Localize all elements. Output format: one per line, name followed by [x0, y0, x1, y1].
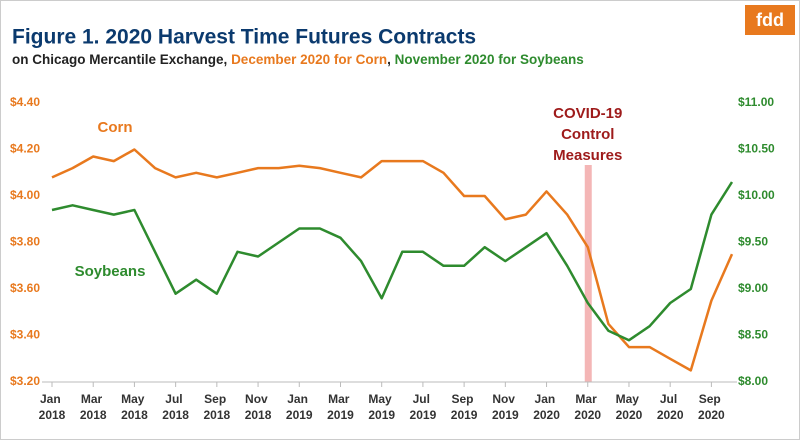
y2-tick-label: $8.00: [738, 374, 768, 388]
subtitle-part: ,: [387, 52, 395, 67]
y2-tick-label: $9.50: [738, 235, 768, 249]
chart-subtitle: on Chicago Mercantile Exchange, December…: [12, 52, 584, 67]
x-tick-label: Mar 2018: [80, 392, 107, 422]
x-tick-label: Nov 2018: [245, 392, 272, 422]
annotation: Control: [561, 126, 614, 143]
subtitle-part: November 2020 for Soybeans: [395, 52, 584, 67]
x-tick-label: Jan 2019: [286, 392, 313, 422]
logo: fdd: [756, 10, 784, 30]
y2-tick-label: $10.50: [738, 142, 775, 156]
subtitle-part: December 2020 for Corn: [231, 52, 387, 67]
x-tick-label: Jul 2020: [657, 392, 684, 422]
y-tick-label: $4.20: [10, 142, 40, 156]
y-tick-label: $3.20: [10, 374, 40, 388]
y-tick-label: $3.80: [10, 235, 40, 249]
series-label: Corn: [98, 119, 133, 136]
y-tick-label: $3.60: [10, 281, 40, 295]
y-tick-label: $3.40: [10, 328, 40, 342]
chart-title: Figure 1. 2020 Harvest Time Futures Cont…: [12, 26, 476, 49]
y-tick-label: $4.00: [10, 188, 40, 202]
subtitle-part: on Chicago Mercantile Exchange,: [12, 52, 231, 67]
x-tick-label: Jan 2020: [533, 392, 560, 422]
x-tick-label: May 2018: [121, 392, 148, 422]
annotation: COVID-19: [553, 105, 622, 122]
y2-tick-label: $9.00: [738, 281, 768, 295]
x-tick-label: Jan 2018: [39, 392, 66, 422]
series-label: Soybeans: [75, 263, 146, 280]
x-tick-label: Sep 2018: [203, 392, 230, 422]
x-tick-label: May 2020: [616, 392, 643, 422]
x-tick-label: Mar 2020: [574, 392, 601, 422]
x-tick-label: Sep 2020: [698, 392, 725, 422]
y2-tick-label: $10.00: [738, 188, 775, 202]
series-line: [51, 181, 734, 342]
x-tick-label: Sep 2019: [451, 392, 478, 422]
y-tick-label: $4.40: [10, 95, 40, 109]
x-tick-label: Jul 2018: [162, 392, 189, 422]
y2-tick-label: $11.00: [738, 95, 774, 109]
x-tick-label: Nov 2019: [492, 392, 519, 422]
logo-box: [745, 5, 795, 35]
annotation: Measures: [553, 147, 622, 164]
x-tick-label: Jul 2019: [410, 392, 437, 422]
x-tick-label: May 2019: [368, 392, 395, 422]
highlight-band: [584, 165, 592, 382]
y2-tick-label: $8.50: [738, 328, 768, 342]
x-tick-label: Mar 2019: [327, 392, 354, 422]
